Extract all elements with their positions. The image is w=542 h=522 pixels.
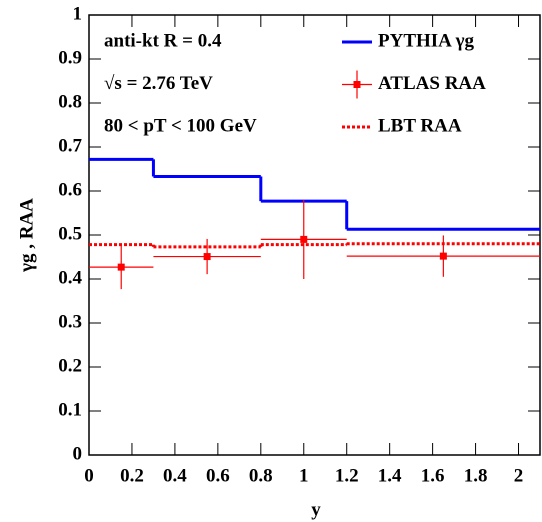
marker xyxy=(439,252,447,260)
y-tick-label: 0.9 xyxy=(58,47,82,68)
x-tick-label: 0.2 xyxy=(120,465,144,486)
x-tick-label: 2 xyxy=(514,465,524,486)
x-tick-label: 1.8 xyxy=(464,465,488,486)
y-tick-label: 0.8 xyxy=(58,91,82,112)
x-tick-label: 0 xyxy=(84,465,94,486)
annotation: anti-kt R = 0.4 xyxy=(104,30,222,51)
y-tick-label: 1 xyxy=(73,3,83,24)
x-tick-label: 1.2 xyxy=(335,465,359,486)
legend-label: LBT RAA xyxy=(378,115,462,136)
legend-label: ATLAS RAA xyxy=(378,73,486,94)
y-tick-label: 0.2 xyxy=(58,355,82,376)
y-tick-label: 0.6 xyxy=(58,179,82,200)
x-tick-label: 0.4 xyxy=(163,465,187,486)
x-tick-label: 1.4 xyxy=(378,465,402,486)
marker xyxy=(300,235,308,243)
x-tick-label: 1 xyxy=(299,465,309,486)
y-tick-label: 0.1 xyxy=(58,399,82,420)
legend-label: PYTHIA γg xyxy=(378,30,474,51)
y-tick-label: 0 xyxy=(73,443,83,464)
annotation: 80 < pT < 100 GeV xyxy=(104,115,257,136)
y-tick-label: 0.5 xyxy=(58,223,82,244)
marker xyxy=(203,253,211,261)
plot-frame xyxy=(88,14,541,456)
y-tick-label: 0.7 xyxy=(58,135,82,156)
legend-swatch xyxy=(353,81,361,88)
y-tick-label: 0.3 xyxy=(58,311,82,332)
x-tick-label: 0.6 xyxy=(206,465,230,486)
x-tick-label: 1.6 xyxy=(421,465,445,486)
marker xyxy=(117,263,125,271)
y-tick-label: 0.4 xyxy=(58,267,82,288)
annotation: √s = 2.76 TeV xyxy=(104,73,213,94)
x-tick-label: 0.8 xyxy=(249,465,273,486)
y-axis-label: γg , RAA xyxy=(16,198,37,273)
x-axis-label: y xyxy=(311,499,321,520)
